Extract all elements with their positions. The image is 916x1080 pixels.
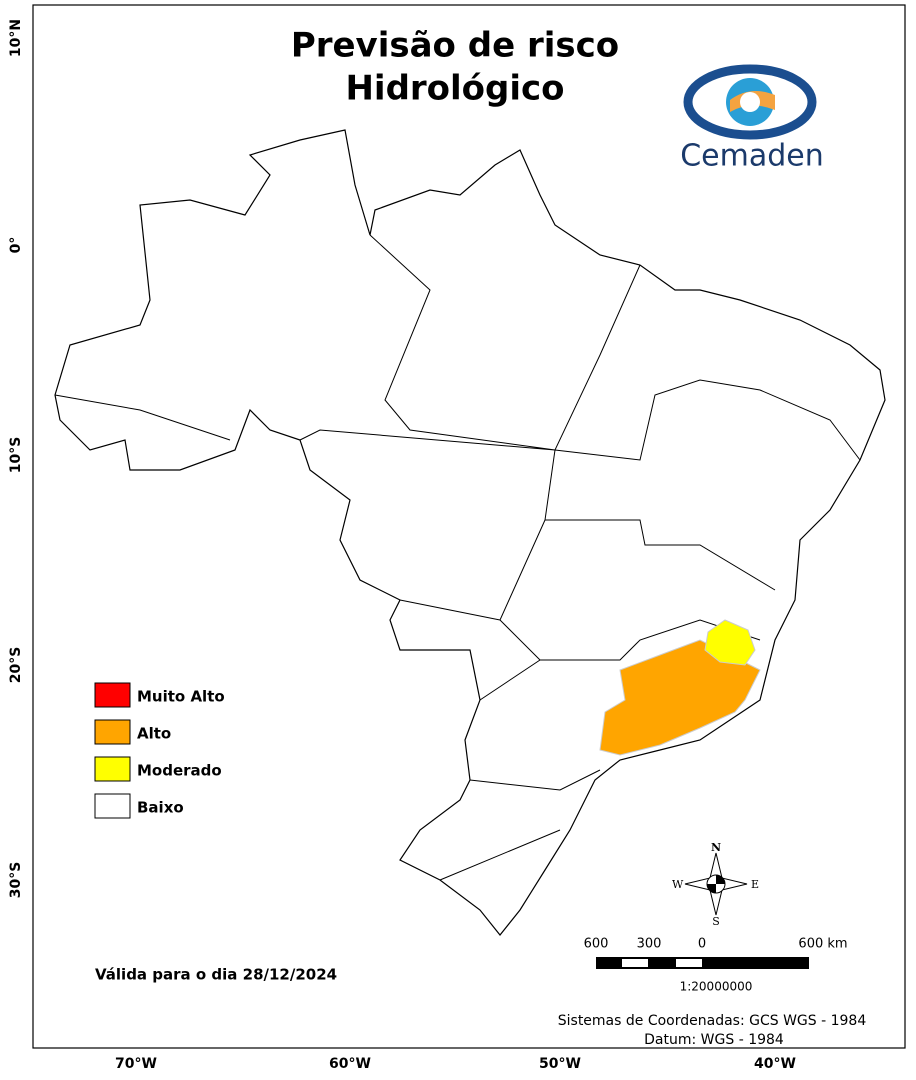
compass-e: E [751,878,759,891]
legend-swatch [94,756,131,782]
lon-label: 60°W [329,1056,371,1072]
reference-text: Datum: WGS - 1984 [644,1032,784,1048]
legend-swatch [94,793,131,819]
scale-label: 600 [584,937,609,952]
scale-label: 0 [698,937,706,952]
legend: Muito Alto Alto Moderado Baixo [94,682,225,819]
lon-labels: 70°W 60°W 50°W 40°W [115,1056,796,1072]
moderado-region [704,619,756,666]
scale-label: 600 km [798,937,847,952]
lat-label: 30°S [8,862,24,899]
lon-label: 70°W [115,1056,157,1072]
legend-label: Muito Alto [137,688,225,706]
lat-label: 0° [8,237,24,254]
legend-swatch [94,682,131,708]
state-borders [54,234,861,881]
validity-text: Válida para o dia 28/12/2024 [95,966,337,984]
scale-ratio: 1:20000000 [680,980,753,994]
title-line: Hidrológico [345,69,564,109]
compass: N S E W [672,841,759,928]
reference-text: Sistemas de Coordenadas: GCS WGS - 1984 [558,1013,867,1029]
compass-n: N [711,841,721,854]
compass-s: S [712,915,720,928]
legend-label: Alto [137,725,171,743]
lat-label: 20°S [8,647,24,684]
logo: Cemaden [680,64,824,174]
lon-label: 40°W [754,1056,796,1072]
legend-swatch [94,719,131,745]
lat-label: 10°N [8,19,24,57]
legend-label: Baixo [137,799,184,817]
lon-label: 50°W [539,1056,581,1072]
logo-text: Cemaden [680,139,824,174]
compass-w: W [672,878,684,891]
legend-label: Moderado [137,762,222,780]
scale-bar: 600 300 0 600 km 1:20000000 [584,937,848,994]
lat-labels: 10°N 0° 10°S 20°S 30°S [8,19,24,898]
lat-label: 10°S [8,437,24,474]
scale-label: 300 [637,937,662,952]
title-line: Previsão de risco [291,26,619,66]
